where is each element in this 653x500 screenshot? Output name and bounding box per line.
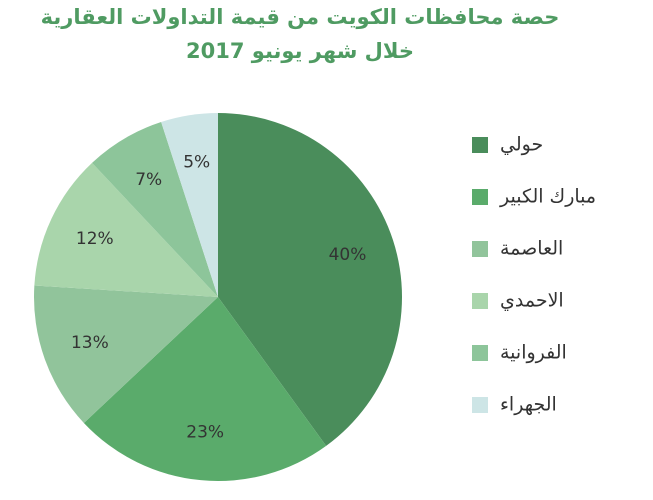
value-label: 23%	[186, 423, 224, 443]
pie-slice	[92, 122, 218, 297]
pie-slice	[34, 162, 218, 297]
pie-slice	[83, 297, 327, 481]
chart-title: حصة محافظات الكويت من قيمة التداولات الع…	[41, 5, 560, 29]
legend-swatch	[472, 397, 488, 413]
pie-slice	[161, 113, 218, 297]
legend-swatch	[472, 241, 488, 257]
value-label: 12%	[76, 229, 114, 249]
legend-label: الاحمدي	[500, 290, 564, 312]
chart-subtitle: خلال شهر يونيو 2017	[186, 39, 414, 63]
legend-label: العاصمة	[500, 238, 563, 260]
legend-swatch	[472, 293, 488, 309]
legend-label: مبارك الكبير	[499, 186, 596, 208]
value-label: 5%	[183, 153, 210, 173]
legend-label: حولي	[500, 134, 543, 156]
value-label: 7%	[135, 170, 162, 190]
legend-label: الفروانية	[500, 342, 567, 364]
value-label: 40%	[329, 245, 367, 265]
legend-swatch	[472, 189, 488, 205]
legend-swatch	[472, 345, 488, 361]
legend-label: الجهراء	[500, 394, 557, 416]
pie-slice	[33, 285, 218, 423]
pie-slice	[218, 113, 403, 446]
legend-swatch	[472, 137, 488, 153]
value-label: 13%	[71, 333, 109, 353]
